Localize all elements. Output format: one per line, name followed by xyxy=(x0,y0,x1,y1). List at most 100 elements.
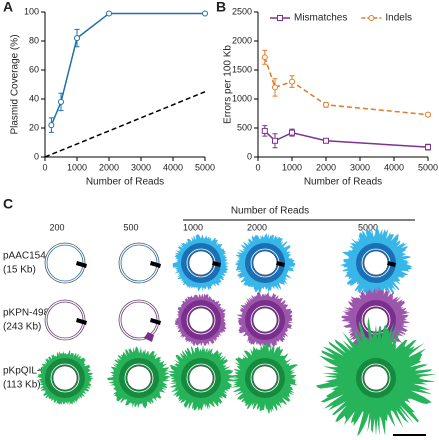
ring xyxy=(118,299,160,341)
ring xyxy=(44,242,86,284)
x-tick-label: 3000 xyxy=(131,162,151,172)
x-tick-label: 5000 xyxy=(418,162,438,172)
x-tick-label: 1000 xyxy=(282,162,302,172)
marker xyxy=(202,10,208,17)
plasmid-map xyxy=(44,299,87,341)
hole xyxy=(252,307,278,333)
marker xyxy=(272,84,278,91)
y-tick-label: 1500 xyxy=(232,64,252,74)
ring xyxy=(186,363,216,393)
marker-tick xyxy=(76,318,87,325)
ring xyxy=(250,363,280,393)
marker xyxy=(58,98,64,105)
marker xyxy=(106,10,112,17)
panel-label: B xyxy=(216,0,226,15)
column-label: 500 xyxy=(123,222,138,232)
marker xyxy=(261,127,268,134)
plasmid-map xyxy=(167,344,235,411)
ring xyxy=(50,363,80,393)
marker-tick xyxy=(150,318,161,325)
plasmid-map xyxy=(44,242,87,284)
marker xyxy=(272,137,278,144)
ring xyxy=(186,305,216,335)
hole xyxy=(252,365,278,391)
x-tick-label: 0 xyxy=(255,162,260,172)
column-label: 200 xyxy=(49,222,64,232)
series-line xyxy=(44,91,206,158)
x-tick-label: 4000 xyxy=(384,162,404,172)
marker xyxy=(48,122,55,129)
hole xyxy=(188,250,214,276)
y-tick-label: 2500 xyxy=(232,6,252,16)
x-tick-label: 0 xyxy=(42,162,47,172)
column-label: 1000 xyxy=(183,222,203,232)
marker-tick xyxy=(150,261,161,268)
series-line xyxy=(264,56,429,116)
plasmid-map xyxy=(118,242,161,284)
legend-marker xyxy=(368,15,375,21)
plasmid-map xyxy=(339,226,413,299)
y-tick-label: 0 xyxy=(247,151,252,161)
plasmid-map xyxy=(234,232,296,294)
y-tick-label: 500 xyxy=(237,122,252,132)
marker xyxy=(289,129,295,136)
plasmid-map xyxy=(172,234,230,292)
row-label: pAAC154-a50 xyxy=(3,251,66,262)
marker xyxy=(289,78,295,85)
x-axis-label: Number of Reads xyxy=(86,177,164,188)
series-line xyxy=(50,12,205,126)
legend-label: Mismatches xyxy=(294,13,347,24)
y-tick-label: 80 xyxy=(29,35,39,45)
legend-label: Indels xyxy=(385,13,412,24)
plasmid-map xyxy=(229,342,299,414)
x-axis-label: Number of Reads xyxy=(304,177,382,188)
y-tick-label: 100 xyxy=(24,6,39,16)
y-axis-label: Errors per 100 Kb xyxy=(223,45,234,124)
panel-label: A xyxy=(3,0,13,15)
row-size: (113 Kb) xyxy=(3,380,41,391)
marker xyxy=(261,54,268,61)
x-tick-label: 3000 xyxy=(350,162,370,172)
panel-title: Number of Reads xyxy=(231,206,309,217)
x-tick-label: 5000 xyxy=(195,162,215,172)
row-size: (243 Kb) xyxy=(3,322,41,333)
y-tick-label: 2000 xyxy=(232,35,252,45)
hole xyxy=(126,365,152,391)
panel-label: C xyxy=(3,196,13,212)
hole xyxy=(363,365,389,391)
ring xyxy=(124,363,154,393)
hole xyxy=(188,365,214,391)
ring xyxy=(250,305,280,335)
y-axis-label: Plasmid Coverage (%) xyxy=(10,34,21,134)
y-tick-label: 60 xyxy=(29,64,39,74)
hole xyxy=(52,365,78,391)
column-label: 2000 xyxy=(247,222,267,232)
coverage xyxy=(144,332,154,342)
row-size: (15 Kb) xyxy=(3,265,36,276)
x-tick-label: 4000 xyxy=(163,162,183,172)
x-tick-label: 2000 xyxy=(99,162,119,172)
plasmid-map xyxy=(315,316,438,437)
marker xyxy=(323,101,329,108)
hole xyxy=(252,250,278,276)
y-tick-label: 0 xyxy=(34,151,39,161)
hole xyxy=(188,307,214,333)
plasmid-map xyxy=(236,291,294,349)
y-tick-label: 20 xyxy=(29,122,39,132)
ring xyxy=(44,299,86,341)
plasmid-map xyxy=(107,346,171,409)
row-label: pKPN-498 xyxy=(3,308,50,319)
hole xyxy=(363,250,389,276)
row-label: pKpQIL-6e6 xyxy=(3,366,57,377)
plasmid-map xyxy=(37,350,93,406)
y-tick-label: 40 xyxy=(29,93,39,103)
marker xyxy=(425,144,431,151)
marker xyxy=(74,35,80,42)
column-label: 5000 xyxy=(358,222,378,232)
plasmid-map xyxy=(174,293,227,346)
marker xyxy=(323,137,329,144)
marker xyxy=(425,111,431,118)
x-tick-label: 1000 xyxy=(67,162,87,172)
marker-tick xyxy=(387,261,396,267)
